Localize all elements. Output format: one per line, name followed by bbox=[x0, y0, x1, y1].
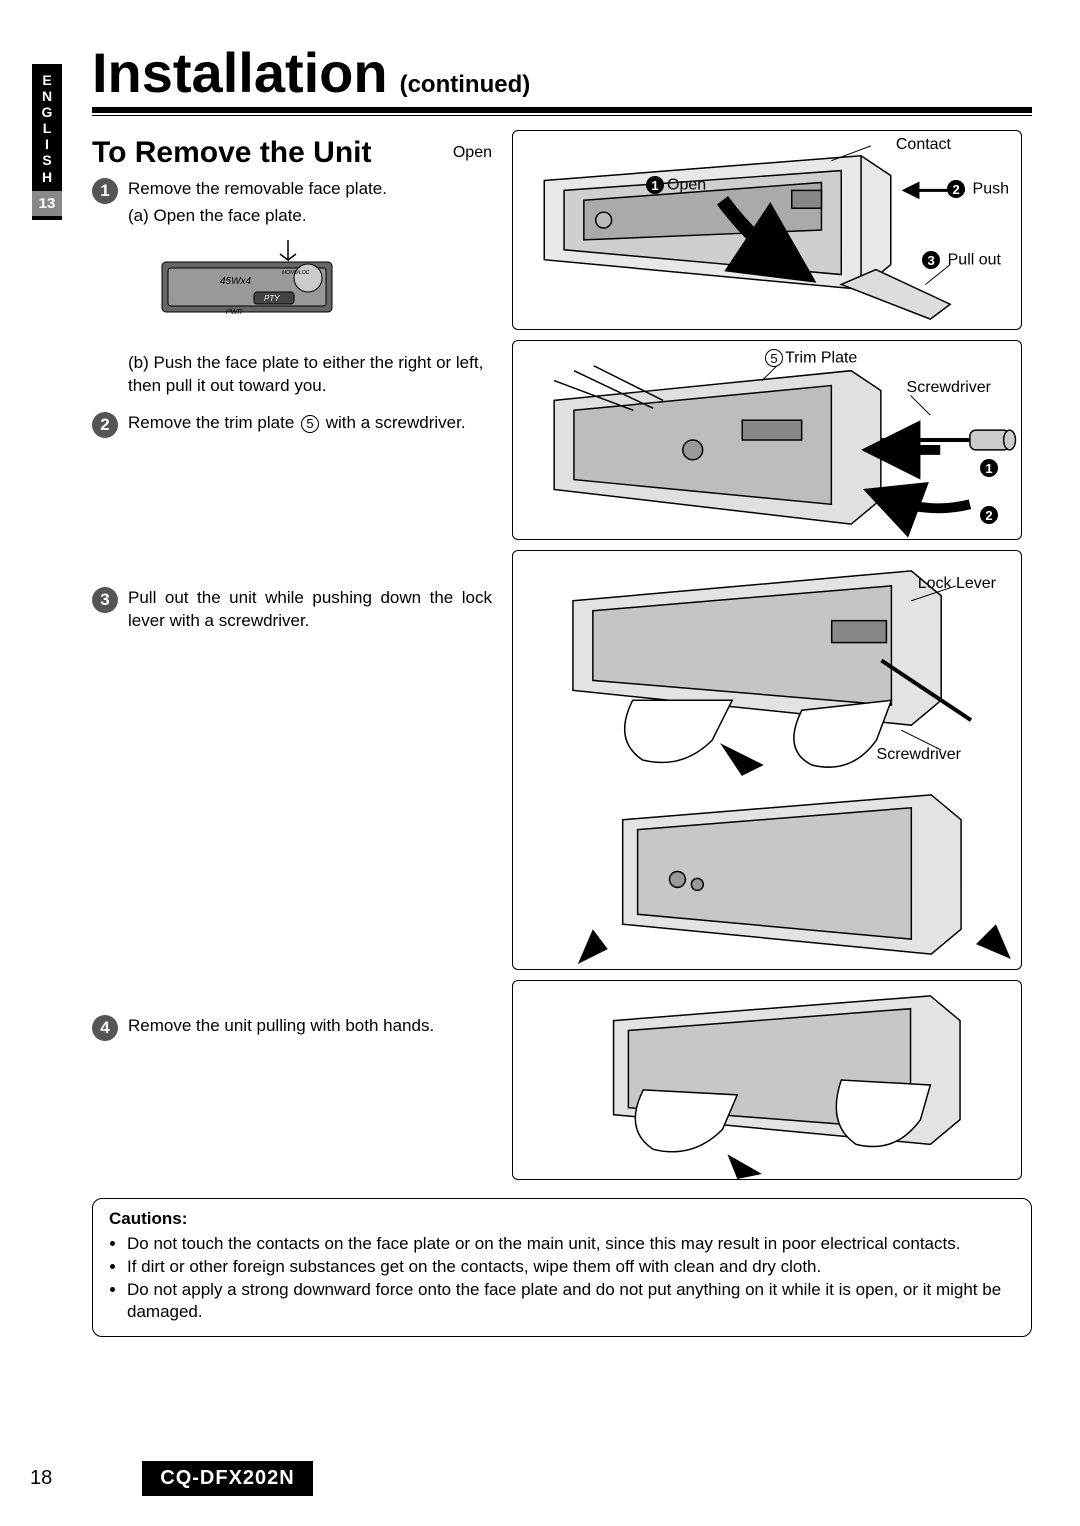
step-3: 3 Pull out the unit while pushing down t… bbox=[92, 587, 492, 637]
figure-open-faceplate: 1Open Contact 2 Push 3 Pull out bbox=[512, 130, 1022, 330]
f2-n1: 1 bbox=[977, 459, 1001, 478]
step3-text: Pull out the unit while pushing down the… bbox=[128, 587, 492, 633]
caution-item-2: If dirt or other foreign substances get … bbox=[127, 1256, 1015, 1278]
title-main: Installation bbox=[92, 40, 388, 105]
f2-n2: 2 bbox=[977, 506, 1001, 525]
faceplate-inset-figure: 45Wx4 PTY PWR MONO/LOC bbox=[158, 234, 338, 344]
open-label-inline: Open bbox=[453, 144, 492, 162]
page-number: 18 bbox=[30, 1467, 52, 1490]
f1-open-callout: 1Open bbox=[643, 176, 706, 195]
page-title: Installation (continued) bbox=[92, 40, 1032, 105]
figure-pull-both-hands bbox=[512, 980, 1022, 1180]
cautions-title: Cautions: bbox=[109, 1209, 1015, 1229]
title-sub: (continued) bbox=[400, 71, 531, 99]
divider-thick bbox=[92, 107, 1032, 113]
f3-screwdriver-callout: Screwdriver bbox=[877, 746, 961, 764]
svg-text:MONO/LOC: MONO/LOC bbox=[282, 270, 310, 276]
model-badge: CQ-DFX202N bbox=[142, 1461, 312, 1496]
f1-contact-callout: Contact bbox=[896, 136, 951, 154]
figure-lock-lever: Lock Lever Screwdriver bbox=[512, 550, 1022, 970]
step2-text: Remove the trim plate 5 with a screwdriv… bbox=[128, 412, 466, 435]
f1-push-callout: 2 Push bbox=[944, 180, 1009, 199]
step-4: 4 Remove the unit pulling with both hand… bbox=[92, 1015, 492, 1042]
step-num-1: 1 bbox=[92, 178, 118, 204]
ref-5-inline: 5 bbox=[301, 415, 319, 433]
footer: 18 CQ-DFX202N bbox=[30, 1461, 313, 1496]
section-title: To Remove the Unit bbox=[92, 136, 371, 170]
section-number: 13 bbox=[32, 191, 62, 216]
cautions-box: Cautions: Do not touch the contacts on t… bbox=[92, 1198, 1032, 1337]
svg-text:PWR: PWR bbox=[226, 309, 242, 316]
f1-pullout-callout: 3 Pull out bbox=[919, 251, 1001, 270]
caution-item-3: Do not apply a strong downward force ont… bbox=[127, 1279, 1015, 1323]
svg-text:PTY: PTY bbox=[264, 294, 280, 303]
figure-trim-plate: 5Trim Plate Screwdriver 1 2 bbox=[512, 340, 1022, 540]
language-tab: ENGLISH 13 bbox=[32, 64, 62, 220]
f3-locklever-callout: Lock Lever bbox=[918, 575, 996, 593]
step-1: 1 Remove the removable face plate. (a) O… bbox=[92, 178, 492, 402]
step-num-2: 2 bbox=[92, 412, 118, 438]
step4-text: Remove the unit pulling with both hands. bbox=[128, 1015, 434, 1038]
step-2: 2 Remove the trim plate 5 with a screwdr… bbox=[92, 412, 492, 439]
step-num-3: 3 bbox=[92, 587, 118, 613]
caution-item-1: Do not touch the contacts on the face pl… bbox=[127, 1233, 1015, 1255]
f2-screwdriver-callout: Screwdriver bbox=[907, 379, 991, 397]
step1-text3: (b) Push the face plate to either the ri… bbox=[128, 352, 492, 398]
inset-45wx4: 45Wx4 bbox=[220, 276, 252, 287]
step-num-4: 4 bbox=[92, 1015, 118, 1041]
language-label: ENGLISH bbox=[32, 72, 62, 185]
step1-text2: (a) Open the face plate. bbox=[128, 205, 492, 228]
f2-trim-callout: 5Trim Plate bbox=[763, 349, 857, 368]
divider-thin bbox=[92, 115, 1032, 116]
step1-text1: Remove the removable face plate. bbox=[128, 178, 492, 201]
